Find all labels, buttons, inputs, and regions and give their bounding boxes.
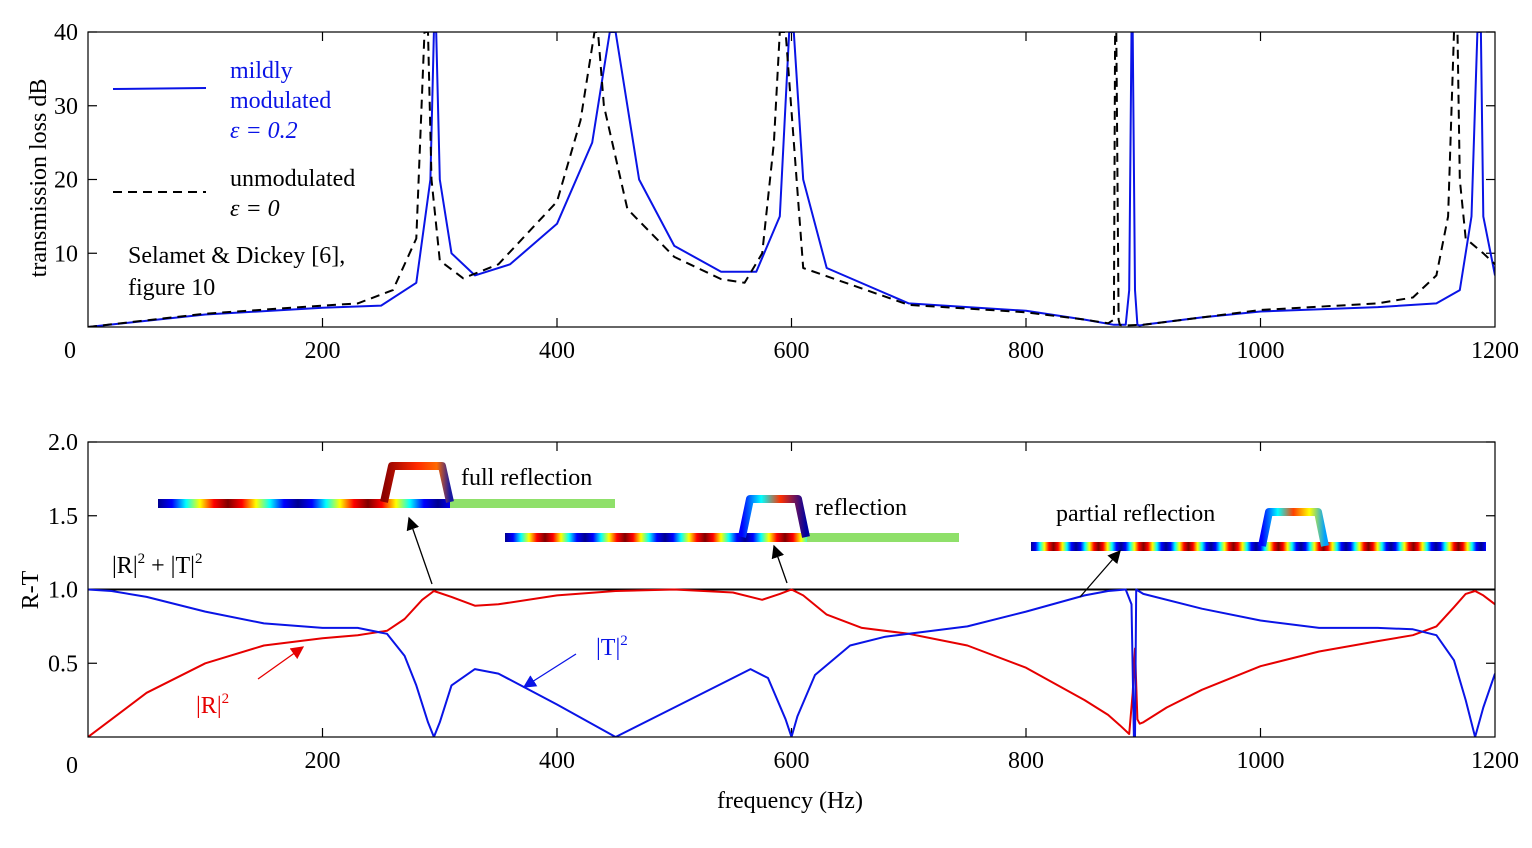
x-axis-label: frequency (Hz)	[717, 788, 863, 814]
y-tick-label: 10	[54, 241, 78, 267]
plot-frame	[87, 31, 1496, 328]
t-squared-arrow	[522, 653, 577, 688]
waveguide-illustration-partial-reflection	[1031, 508, 1486, 551]
x-tick-label: 1200	[1471, 748, 1519, 774]
y-tick-label: 1.0	[48, 578, 78, 604]
full-reflection-label: full reflection	[461, 465, 592, 491]
full-reflection-arrow	[406, 516, 433, 585]
y-axis-label: R-T	[18, 570, 44, 609]
y-tick-label: 20	[54, 168, 78, 194]
x-tick-label: 600	[774, 338, 810, 364]
r-squared-arrow	[257, 646, 305, 680]
y-tick-label: 1.5	[48, 504, 78, 530]
x-tick-label: 0	[66, 753, 78, 779]
waveguide-illustration-reflection	[505, 495, 959, 542]
sum-label: |R|2 + |T|2	[112, 551, 202, 579]
x-tick-label: 400	[539, 338, 575, 364]
legend-unmodulated-label-2: ε = 0	[230, 196, 280, 222]
series-line-2	[88, 588, 1495, 737]
source-annotation-1: Selamet & Dickey [6],	[128, 243, 345, 269]
x-tick-label: 1200	[1471, 338, 1519, 364]
legend-unmodulated-label-1: unmodulated	[230, 166, 355, 192]
x-tick-label: 600	[774, 748, 810, 774]
reflection-label: reflection	[815, 495, 907, 521]
reflection-arrow	[771, 544, 788, 584]
reflection-transmission-panel: 0 200 400 600 800 1000 1200 0.5 1.0 1.5 2.0 R-T fr…	[18, 430, 1519, 814]
x-tick-label: 200	[305, 338, 341, 364]
t-squared-label: |T|2	[596, 633, 628, 661]
waveguide-illustration-full-reflection	[158, 462, 615, 508]
plot-frame	[87, 441, 1496, 738]
x-tick-label: 200	[305, 748, 341, 774]
x-tick-label: 800	[1008, 338, 1044, 364]
x-tick-label: 0	[64, 338, 76, 364]
source-annotation-2: figure 10	[128, 275, 215, 301]
y-tick-label: 30	[54, 94, 78, 120]
transmission-loss-panel: 0 200 400 600 800 1000 1200 10 20 30 40 transmissi…	[26, 20, 1519, 364]
r-squared-label: |R|2	[196, 691, 229, 719]
legend-modulated-label-3: ε = 0.2	[230, 118, 298, 144]
partial-reflection-arrow	[1079, 550, 1121, 598]
legend-modulated-line	[112, 87, 207, 90]
y-axis-label: transmission loss dB	[26, 79, 52, 278]
series-line-dashed-1	[88, 32, 1495, 327]
x-tick-label: 1000	[1237, 338, 1285, 364]
legend-modulated-label-2: modulated	[230, 88, 331, 114]
y-tick-label: 0.5	[48, 651, 78, 677]
series-line-0	[88, 32, 1495, 327]
y-tick-label: 40	[54, 20, 78, 46]
y-tick-label: 2.0	[48, 430, 78, 456]
x-tick-label: 800	[1008, 748, 1044, 774]
x-tick-label: 1000	[1237, 748, 1285, 774]
series-line-1	[88, 588, 1495, 737]
partial-reflection-label: partial reflection	[1056, 501, 1215, 527]
legend-modulated-label-1: mildly	[230, 58, 293, 84]
x-tick-label: 400	[539, 748, 575, 774]
